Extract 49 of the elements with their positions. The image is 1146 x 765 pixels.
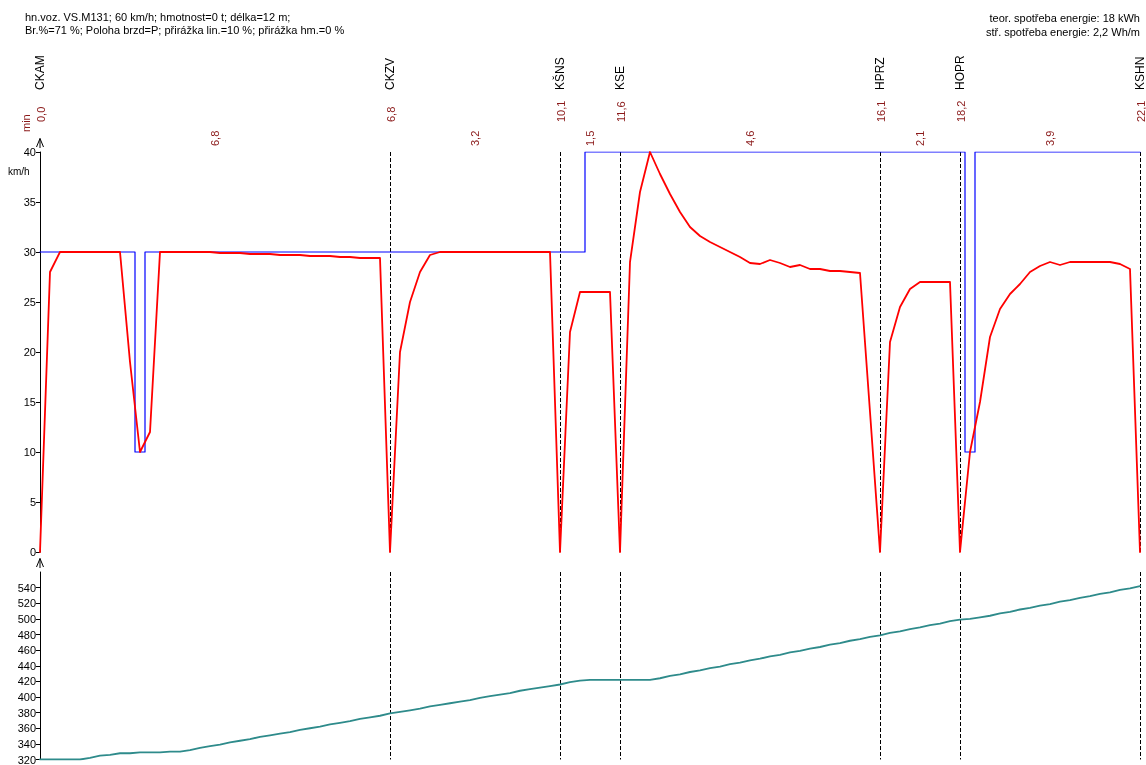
y-axis-title: km/h xyxy=(8,165,30,177)
y-tick-label: 320 xyxy=(17,753,36,765)
text: stř. spotřeba energie: 2,2 Wh/m xyxy=(985,25,1140,38)
y-tick-label: 500 xyxy=(17,612,36,625)
text: 10,1 xyxy=(555,100,567,122)
text: 11,6 xyxy=(615,101,627,122)
y-tick-label: 440 xyxy=(17,659,36,672)
y-tick-label: 420 xyxy=(17,675,36,688)
line-series xyxy=(39,151,1141,553)
y-tick-label: 15 xyxy=(23,396,36,408)
line-series xyxy=(39,585,1141,761)
y-tick-label: 30 xyxy=(23,246,36,258)
y-tick-label: 360 xyxy=(17,722,36,735)
x-tick-label: HOPR xyxy=(953,55,967,90)
text: teor. spotřeba energie: 18 kWh xyxy=(989,11,1140,24)
y-tick-label: 5 xyxy=(29,496,36,508)
text: 18,2 xyxy=(955,100,967,122)
y-tick-label: 0 xyxy=(29,546,36,558)
text: 6,8 xyxy=(209,130,221,146)
y-tick-label: 400 xyxy=(17,691,36,703)
chart-subtitle: Br.%=71 %; Poloha brzd=P; přirážka lin.=10 %; přirážka hm.=0 % xyxy=(25,23,345,36)
y-tick-label: 10 xyxy=(23,446,36,458)
y-tick-label: 480 xyxy=(17,628,36,641)
text: 3,9 xyxy=(1044,130,1056,146)
text: 3,2 xyxy=(469,130,481,146)
chart-title: hn.voz. VS.M131; 60 km/h; hmotnost=0 t; délka=12 m; xyxy=(25,10,291,23)
text: min xyxy=(20,114,32,132)
text: 16,1 xyxy=(875,100,887,122)
y-tick-label: 340 xyxy=(17,737,36,750)
y-tick-label: 25 xyxy=(23,296,36,308)
y-tick-label: 35 xyxy=(23,196,36,208)
y-tick-label: 540 xyxy=(17,581,36,594)
y-tick-label: 380 xyxy=(17,706,36,719)
text: 0,0 xyxy=(35,106,47,122)
text: 1,5 xyxy=(584,130,596,146)
text: 4,6 xyxy=(744,130,756,146)
x-tick-label: CKZV xyxy=(383,57,397,90)
x-tick-label: KSHN xyxy=(1133,56,1146,90)
y-tick-label: 20 xyxy=(23,346,36,358)
x-tick-label: CKAM xyxy=(33,55,47,90)
y-tick-label: 520 xyxy=(17,597,36,610)
text: 22,1 xyxy=(1135,100,1146,122)
text: 2,1 xyxy=(914,130,926,146)
text: 6,8 xyxy=(385,106,397,122)
x-tick-label: HPRZ xyxy=(873,57,887,90)
x-tick-label: KŠNS xyxy=(552,57,567,90)
x-tick-label: KSE xyxy=(613,65,627,90)
y-tick-label: 460 xyxy=(17,644,36,657)
y-tick-label: 40 xyxy=(23,146,36,158)
